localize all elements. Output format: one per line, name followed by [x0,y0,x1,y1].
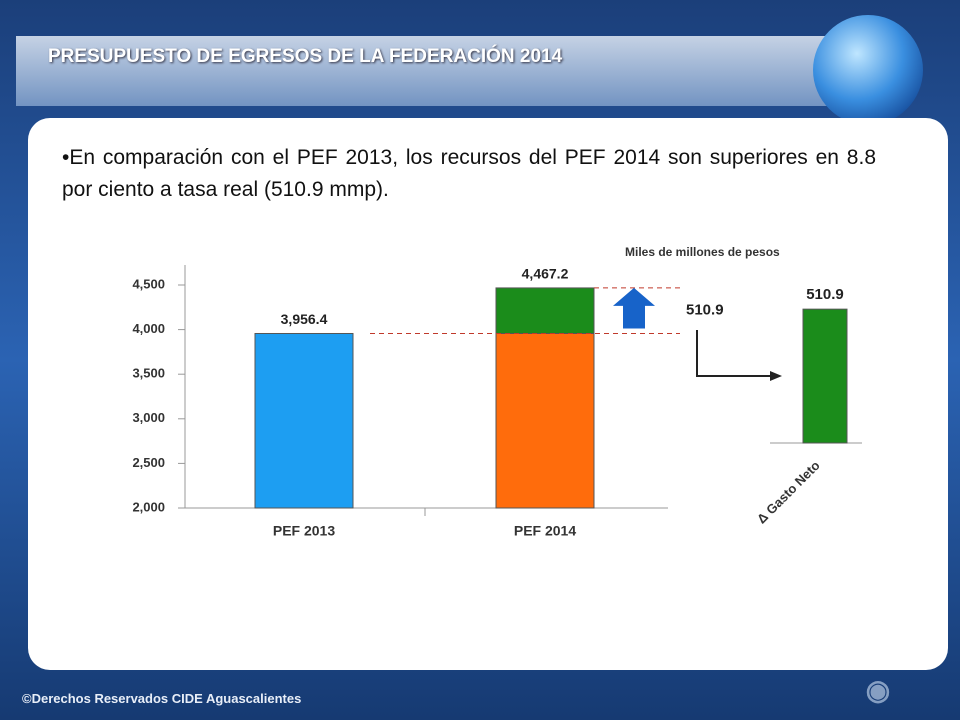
bar-segment [495,332,595,509]
y-tick-label: 2,000 [132,499,165,514]
x-tick-label: PEF 2013 [273,523,335,539]
elbow-arrow [696,330,772,377]
slide-title: PRESUPUESTO DE EGRESOS DE LA FEDERACIÓN … [48,46,563,67]
bar-segment [495,287,595,334]
panel [28,118,948,670]
y-tick-label: 4,500 [132,276,165,291]
footer: ©Derechos Reservados CIDE Aguascalientes [22,691,302,706]
bar-segment [254,332,354,509]
y-tick-label: 3,500 [132,366,165,381]
up-arrow [613,287,655,329]
annotation: 510.9 [686,302,724,319]
total-label: 3,956.4 [281,311,328,327]
x-tick-label: PEF 2014 [514,523,576,539]
chart-subtitle: Miles de millones de pesos [625,245,780,259]
delta-bar [802,308,848,444]
plot: 2,000 2,500 3,000 3,500 4,000 4,500 PEF 2013 3,… [132,245,862,539]
y-tick-label: 2,500 [132,455,165,470]
y-tick-label: 4,000 [132,321,165,336]
delta-value-label: 510.9 [806,286,844,303]
bullet-text: •En comparación con el PEF 2013, los rec… [62,146,876,201]
title-band [16,36,856,106]
arrow-head [770,371,782,381]
y-tick-label: 3,000 [132,410,165,425]
globe [813,15,923,125]
total-label: 4,467.2 [522,266,569,282]
logo: ◉ [866,674,890,705]
